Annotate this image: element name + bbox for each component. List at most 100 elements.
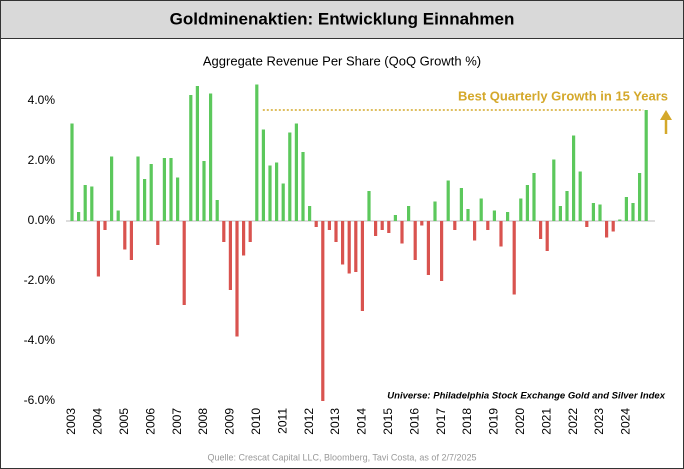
bar (380, 221, 384, 230)
bar (545, 221, 549, 251)
bar (301, 152, 305, 221)
bar (143, 179, 147, 221)
bar (347, 221, 351, 274)
bar (479, 198, 483, 221)
bar (466, 209, 470, 221)
bar (215, 200, 219, 221)
bar (512, 221, 516, 295)
bar (123, 221, 127, 250)
bar (618, 219, 622, 221)
bar (598, 204, 602, 221)
bar (393, 215, 397, 221)
bar (103, 221, 107, 230)
title-bar (0, 0, 684, 39)
y-tick-label: 0.0% (28, 213, 56, 227)
bar (314, 221, 318, 227)
bar (585, 221, 589, 227)
bar (413, 221, 417, 260)
bar (407, 206, 411, 221)
chart-title: Goldminenaktien: Entwicklung Einnahmen (170, 9, 515, 28)
bar (440, 221, 444, 281)
x-tick-label: 2014 (355, 408, 369, 435)
x-tick-label: 2004 (91, 408, 105, 435)
bar (578, 171, 582, 221)
bar (525, 185, 529, 221)
x-tick-label: 2005 (117, 408, 131, 435)
x-tick-label: 2008 (196, 408, 210, 435)
bar (136, 156, 140, 221)
bar (367, 191, 371, 221)
x-tick-label: 2021 (539, 408, 553, 435)
bar (235, 221, 239, 337)
x-tick-label: 2009 (223, 408, 237, 435)
bar (308, 206, 312, 221)
bar (255, 84, 259, 221)
annotation-arrowhead (660, 110, 672, 120)
bar (169, 158, 173, 221)
bar (611, 221, 615, 232)
bar (499, 221, 503, 247)
x-tick-label: 2016 (407, 408, 421, 435)
bar (426, 221, 430, 275)
bar (116, 210, 120, 221)
bar (387, 221, 391, 233)
note: Universe: Philadelphia Stock Exchange Go… (387, 391, 665, 402)
bar (360, 221, 364, 311)
bar (354, 221, 358, 272)
bar (202, 161, 206, 221)
annotation: Best Quarterly Growth in 15 Years (458, 88, 668, 103)
bar (433, 201, 437, 221)
bar (268, 165, 272, 221)
bar (572, 135, 576, 221)
bar (189, 95, 193, 221)
bar (222, 221, 226, 242)
source: Quelle: Crescat Capital LLC, Bloomberg, … (208, 452, 477, 462)
bar (486, 221, 490, 230)
bar (182, 221, 186, 305)
bar (644, 110, 648, 221)
y-tick-label: -4.0% (24, 333, 56, 347)
x-tick-label: 2007 (170, 408, 184, 435)
y-tick-label: -6.0% (24, 393, 56, 407)
bar (294, 123, 298, 221)
bar (334, 221, 338, 242)
y-tick-label: -2.0% (24, 273, 56, 287)
bar (400, 221, 404, 244)
x-tick-label: 2022 (566, 408, 580, 435)
bar (321, 221, 325, 401)
bar (446, 180, 450, 221)
x-tick-label: 2015 (381, 408, 395, 435)
x-tick-label: 2012 (302, 408, 316, 435)
bar (209, 93, 213, 221)
bar (195, 86, 199, 221)
bar (558, 206, 562, 221)
bar (248, 221, 252, 242)
bar (90, 186, 94, 221)
bar (110, 156, 114, 221)
x-tick-label: 2011 (275, 408, 289, 434)
bar (242, 221, 246, 256)
bar (565, 191, 569, 221)
bar (341, 221, 345, 265)
bar (83, 185, 87, 221)
bar (638, 173, 642, 221)
bar (70, 123, 74, 221)
bar (281, 183, 285, 221)
bar (459, 188, 463, 221)
bar (96, 221, 100, 277)
bar (492, 210, 496, 221)
bar (176, 177, 180, 221)
bar (374, 221, 378, 236)
x-tick-label: 2003 (64, 408, 78, 435)
x-tick-label: 2010 (249, 408, 263, 435)
bar (473, 221, 477, 241)
x-tick-label: 2024 (619, 408, 633, 435)
bar (77, 212, 81, 221)
bar (506, 212, 510, 221)
bar (129, 221, 133, 260)
bar (631, 203, 635, 221)
bar (539, 221, 543, 239)
bar (275, 162, 279, 221)
bar (149, 164, 153, 221)
